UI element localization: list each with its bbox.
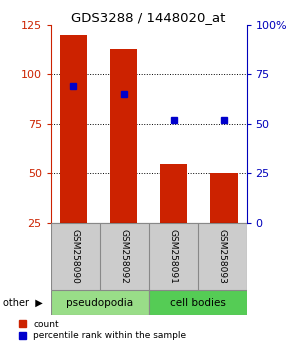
Bar <box>160 164 187 273</box>
Legend: count, percentile rank within the sample: count, percentile rank within the sample <box>19 320 186 340</box>
Text: GSM258093: GSM258093 <box>218 229 226 284</box>
Bar <box>110 48 137 273</box>
Text: GSM258092: GSM258092 <box>120 229 129 284</box>
Bar <box>148 290 246 315</box>
Bar <box>51 290 148 315</box>
Title: GDS3288 / 1448020_at: GDS3288 / 1448020_at <box>71 11 226 24</box>
Text: GSM258091: GSM258091 <box>168 229 177 284</box>
Bar <box>210 173 238 273</box>
Text: cell bodies: cell bodies <box>170 298 226 308</box>
Text: other  ▶: other ▶ <box>3 298 43 308</box>
Bar <box>60 35 87 273</box>
Text: GSM258090: GSM258090 <box>71 229 80 284</box>
Text: pseudopodia: pseudopodia <box>66 298 133 308</box>
